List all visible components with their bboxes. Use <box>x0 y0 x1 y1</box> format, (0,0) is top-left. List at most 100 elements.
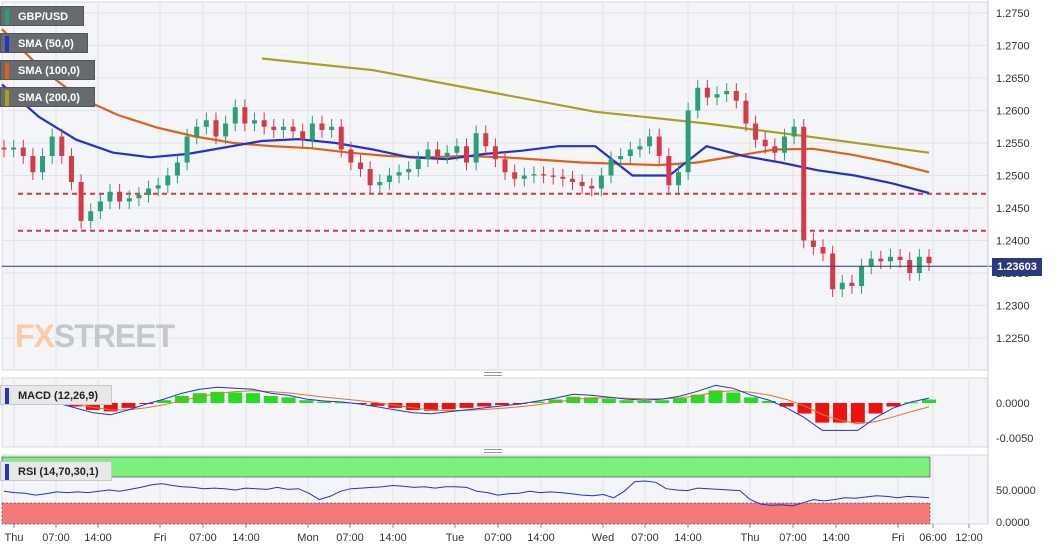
candle-body <box>97 201 103 212</box>
candle-body <box>579 182 585 186</box>
macd-histogram-bar <box>886 403 901 407</box>
candle-body <box>675 172 681 186</box>
candle-body <box>30 156 36 173</box>
candle-body <box>695 87 701 111</box>
price-tick-label: 1.2750 <box>996 8 1030 20</box>
macd-histogram-bar <box>299 400 314 403</box>
time-tick-label: 07:00 <box>42 532 70 544</box>
candle-body <box>290 126 296 132</box>
candle-body <box>280 126 286 130</box>
time-tick-label: 07:00 <box>631 532 659 544</box>
time-tick-label: Thu <box>741 532 760 544</box>
candle-body <box>897 256 903 260</box>
time-tick-label: 14:00 <box>527 532 555 544</box>
candle-body <box>512 172 518 179</box>
candle-body <box>859 266 865 286</box>
candle-body <box>541 174 547 176</box>
candle-body <box>753 123 759 140</box>
candle-body <box>358 162 364 169</box>
rsi-tag[interactable]: RSI (14,70,30,1) <box>0 461 112 481</box>
symbol-tag[interactable]: GBP/USD <box>0 6 84 26</box>
candle-body <box>213 120 219 137</box>
candle-body <box>560 176 566 179</box>
candle-body <box>521 175 527 179</box>
macd-histogram-bar <box>174 396 189 403</box>
current-price-badge: 1.23603 <box>992 258 1042 276</box>
price-tick-label: 1.2250 <box>996 333 1030 345</box>
sma50-label: SMA (50,0) <box>18 38 74 50</box>
macd-histogram-bar <box>334 402 349 404</box>
rsi-line <box>3 480 930 507</box>
time-tick-label: Mon <box>297 532 318 544</box>
time-tick-label: Wed <box>592 532 614 544</box>
candle-body <box>685 110 691 173</box>
candle-body <box>11 147 17 150</box>
macd-histogram-bar <box>761 400 776 403</box>
sma200-label: SMA (200,0) <box>18 92 80 104</box>
candle-body <box>126 198 132 202</box>
candle-body <box>762 139 768 147</box>
candle-body <box>155 185 161 189</box>
candle-body <box>473 133 479 163</box>
symbol-label: GBP/USD <box>18 11 69 23</box>
candle-body <box>589 185 595 189</box>
macd-histogram-bar <box>459 403 474 408</box>
macd-histogram-bar <box>815 403 830 423</box>
time-tick-label: 07:00 <box>779 532 807 544</box>
price-tick-label: 1.2550 <box>996 138 1030 150</box>
sma100-tag[interactable]: SMA (100,0) <box>0 60 95 80</box>
candle-body <box>319 123 325 130</box>
rsi-overbought-zone <box>1 456 931 478</box>
candle-body <box>415 159 421 169</box>
candle-body <box>820 247 826 254</box>
candle-body <box>386 175 392 182</box>
pane-resize-handle-rsi[interactable] <box>484 449 502 453</box>
candle-body <box>435 149 441 156</box>
macd-tag[interactable]: MACD (12,26,9) <box>0 385 112 405</box>
candle-body <box>184 136 190 163</box>
candle-body <box>232 107 238 124</box>
macd-histogram-bar <box>121 403 136 408</box>
candle-body <box>454 146 460 153</box>
candle-body <box>926 256 932 264</box>
logo-fx: FX <box>15 318 55 354</box>
macd-histogram-bar <box>495 403 510 406</box>
candle-body <box>165 175 171 186</box>
pane-resize-handle-macd[interactable] <box>484 372 502 376</box>
fxstreet-logo: FXSTREET <box>15 318 175 355</box>
rsi-tick-label: 50.0000 <box>996 485 1036 497</box>
sma200-swatch-icon <box>5 90 9 106</box>
candle-body <box>107 191 113 202</box>
macd-histogram-bar <box>530 401 545 403</box>
candle-body <box>78 182 84 221</box>
candle-body <box>724 91 730 95</box>
macd-histogram-bar <box>548 399 563 403</box>
sma100-swatch-icon <box>5 63 9 79</box>
candle-body <box>801 126 807 241</box>
macd-histogram-bar <box>103 403 118 412</box>
time-tick-label: Fri <box>892 532 905 544</box>
candle-body <box>425 149 431 160</box>
candle-body <box>878 258 884 262</box>
sma50-tag[interactable]: SMA (50,0) <box>0 33 88 53</box>
candle-body <box>1 147 7 150</box>
price-tick-label: 1.2650 <box>996 73 1030 85</box>
candle-body <box>569 178 575 182</box>
macd-tick-label: 0.0000 <box>996 398 1030 410</box>
macd-line <box>4 384 930 431</box>
candle-body <box>733 91 739 101</box>
candle-body <box>194 126 200 137</box>
macd-tick-label: -0.0050 <box>996 433 1033 445</box>
macd-histogram-bar <box>423 403 438 411</box>
candle-body <box>444 152 450 156</box>
macd-histogram-bar <box>922 399 936 403</box>
macd-histogram-bar <box>228 392 243 403</box>
candle-body <box>849 282 855 286</box>
macd-histogram-bar <box>655 400 670 403</box>
macd-histogram-bar <box>797 403 812 414</box>
rsi-label: RSI (14,70,30,1) <box>18 466 99 478</box>
candle-body <box>223 123 229 137</box>
macd-histogram-bar <box>619 400 634 403</box>
sma200-tag[interactable]: SMA (200,0) <box>0 87 95 107</box>
